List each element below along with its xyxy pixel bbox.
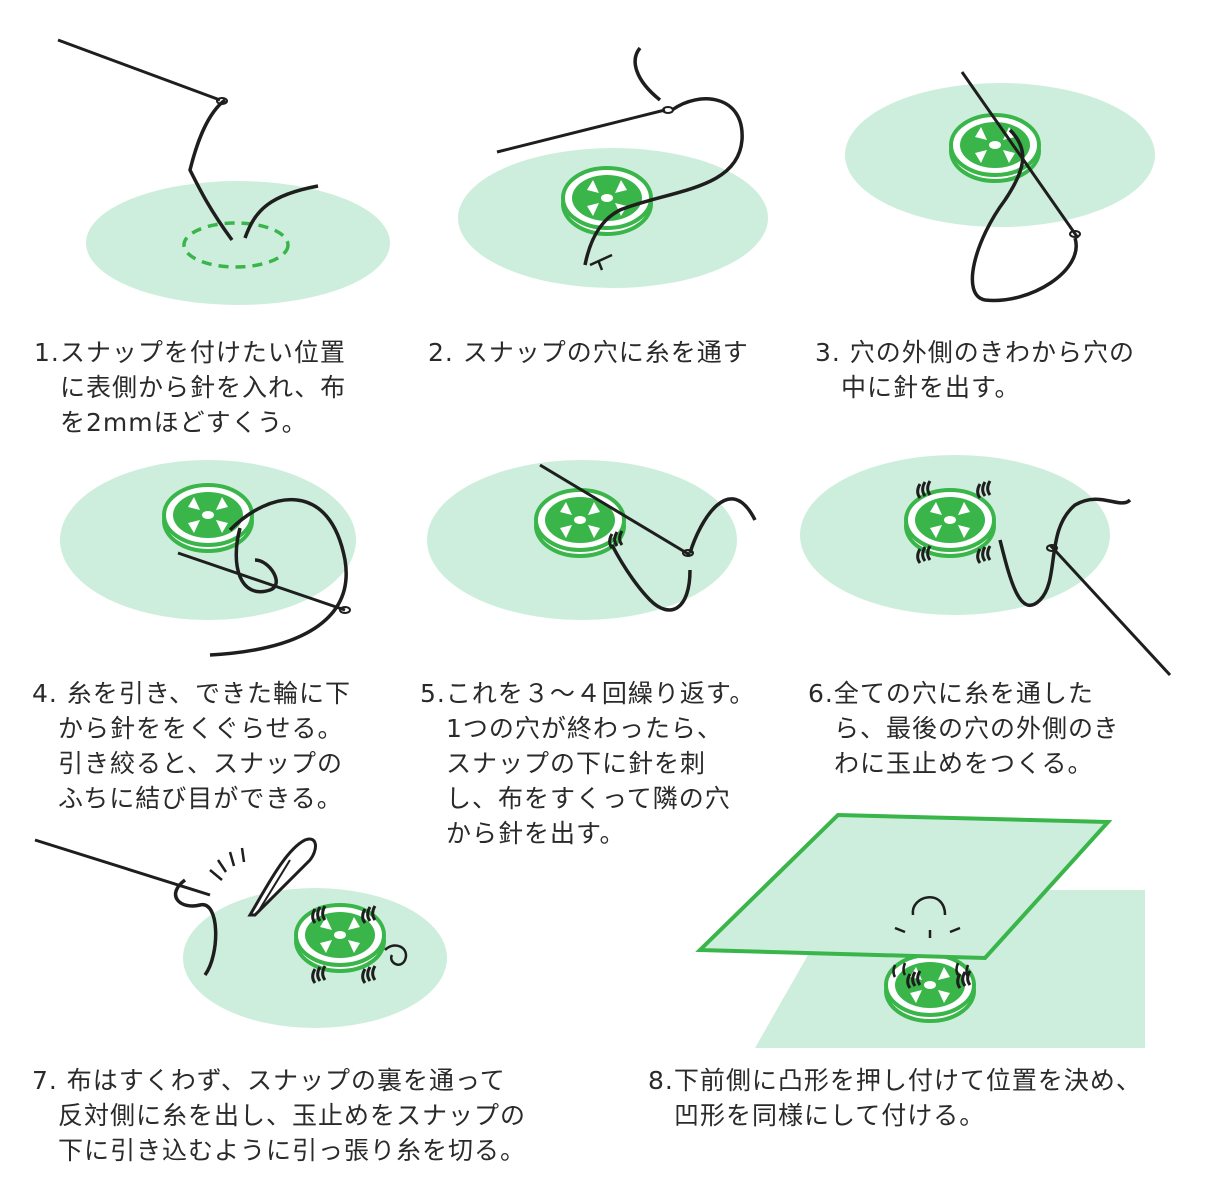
step-4-line-4: ふちに結び目ができる。: [58, 784, 343, 813]
step-7-line-1: 7. 布はすくわず、スナップの裏を通って: [32, 1066, 506, 1095]
step-1-illustration: [57, 38, 390, 305]
step-4-line-1: 4. 糸を引き、できた輪に下: [32, 679, 352, 708]
step-5-line-5: から針を出す。: [446, 819, 626, 848]
step-5-caption: 5.これを３～４回繰り返す。 1つの穴が終わったら、 スナップの下に針を刺 し、…: [420, 676, 755, 851]
step-5-line-2: 1つの穴が終わったら、: [446, 714, 723, 743]
step-4-caption: 4. 糸を引き、できた輪に下 から針ををくぐらせる。 引き絞ると、スナップの ふ…: [32, 676, 351, 816]
step-7-line-2: 反対側に糸を出し、玉止めをスナップの: [58, 1101, 527, 1130]
step-5-line-4: し、布をすくって隣の穴: [446, 784, 731, 813]
step-6-line-3: わに玉止めをつくる。: [834, 749, 1094, 778]
step-2-line-1: 2. スナップの穴に糸を通す: [428, 338, 749, 367]
step-3-line-1: 3. 穴の外側のきわから穴の: [815, 338, 1136, 367]
step-5-illustration: [427, 460, 757, 620]
step-8-line-1: 8.下前側に凸形を押し付けて位置を決め、: [648, 1066, 1142, 1095]
step-8-caption: 8.下前側に凸形を押し付けて位置を決め、 凹形を同様にして付ける。: [648, 1063, 1142, 1133]
step-8-illustration: [695, 812, 1145, 1048]
step-1-line-1: 1.スナップを付けたい位置: [34, 338, 346, 367]
step-7-illustration: [34, 837, 447, 1028]
step-5-line-1: 5.これを３～４回繰り返す。: [420, 679, 756, 708]
step-8-line-2: 凹形を同様にして付ける。: [674, 1101, 986, 1130]
step-7-line-3: 下に引き込むように引っ張り糸を切る。: [58, 1136, 527, 1165]
step-5-line-3: スナップの下に針を刺: [446, 749, 707, 778]
step-7-caption: 7. 布はすくわず、スナップの裏を通って 反対側に糸を出し、玉止めをスナップの …: [32, 1063, 526, 1168]
step-4-line-2: から針ををくぐらせる。: [58, 714, 344, 743]
step-4-illustration: [60, 460, 356, 657]
step-2-caption: 2. スナップの穴に糸を通す: [428, 335, 749, 370]
step-6-line-1: 6.全ての穴に糸を通した: [808, 679, 1094, 708]
step-1-caption: 1.スナップを付けたい位置 に表側から針を入れ、布 を2mmほどすくう。: [34, 335, 346, 440]
step-6-caption: 6.全ての穴に糸を通した ら、最後の穴の外側のき わに玉止めをつくる。: [808, 676, 1119, 781]
step-1-line-2: に表側から針を入れ、布: [60, 373, 347, 402]
step-3-line-2: 中に針を出す。: [841, 373, 1021, 402]
step-3-caption: 3. 穴の外側のきわから穴の 中に針を出す。: [815, 335, 1135, 405]
step-3-illustration: [845, 71, 1155, 303]
step-4-line-3: 引き絞ると、スナップの: [58, 749, 344, 778]
step-6-illustration: [800, 455, 1172, 677]
step-1-line-3: を2mmほどすくう。: [60, 408, 308, 437]
step-2-illustration: [458, 46, 768, 288]
step-6-line-2: ら、最後の穴の外側のき: [834, 714, 1120, 743]
